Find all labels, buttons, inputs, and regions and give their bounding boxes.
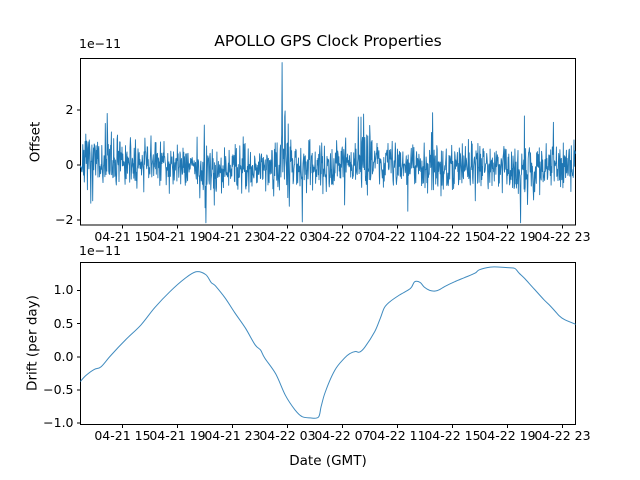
axis1-ylabel: Offset	[27, 121, 44, 163]
axes-1-xtick-label-8: 04-22 23	[534, 228, 591, 244]
axes-2-ytick-label-0: 1.0	[53, 282, 74, 298]
axes-2-ytick-label-2: 0.0	[53, 348, 74, 364]
axis1-scale-offset-label: 1e−11	[79, 36, 122, 51]
axes-1-xtick-label-0: 04-21 15	[94, 228, 151, 244]
axes-1-xtick-label-6: 04-22 15	[424, 228, 481, 244]
axes-1-ytick-label-0: 2	[65, 101, 74, 117]
axes-1-xtick-label-7: 04-22 19	[479, 228, 536, 244]
axes-1-xtick-label-3: 04-22 03	[259, 228, 316, 244]
axes-1-ytick-label-2: −2	[55, 211, 74, 227]
axis2-scale-offset-label: 1e−11	[79, 243, 122, 258]
axes-1-frame	[80, 58, 576, 226]
axes-2-xtick-label-3: 04-22 03	[259, 428, 316, 443]
axis2-ylabel: Drift (per day)	[24, 295, 41, 391]
axes-2-ytick-label-3: −0.5	[43, 381, 74, 397]
axes-2-xtick-label-5: 04-22 11	[369, 428, 426, 443]
axes-2-xtick-label-0: 04-21 15	[94, 428, 151, 443]
offset-series-line	[80, 62, 576, 224]
axes-2-xtick-label-1: 04-21 19	[149, 428, 206, 443]
axes-1-xtick-label-1: 04-21 19	[149, 228, 206, 244]
chart-title: APOLLO GPS Clock Properties	[214, 32, 442, 50]
drift-series-line	[80, 266, 576, 419]
axes-2-ytick-label-1: 0.5	[53, 315, 74, 331]
axes-2-ytick-label-4: −1.0	[43, 414, 74, 430]
axes-2-xtick-label-2: 04-21 23	[204, 428, 261, 443]
axis2-xlabel: Date (GMT)	[289, 453, 367, 469]
axes-2-xtick-label-7: 04-22 19	[479, 428, 536, 443]
axes-2-xtick-label-6: 04-22 15	[424, 428, 481, 443]
axes-2-frame	[80, 262, 576, 425]
axes-1-ytick-label-1: 0	[65, 156, 74, 172]
axes-1-xtick-label-4: 04-22 07	[314, 228, 371, 244]
axes-1-xtick-label-2: 04-21 23	[204, 228, 261, 244]
axes-2-xtick-label-8: 04-22 23	[534, 428, 591, 443]
axes-1-xtick-label-5: 04-22 11	[369, 228, 426, 244]
axes-2-xtick-label-4: 04-22 07	[314, 428, 371, 443]
